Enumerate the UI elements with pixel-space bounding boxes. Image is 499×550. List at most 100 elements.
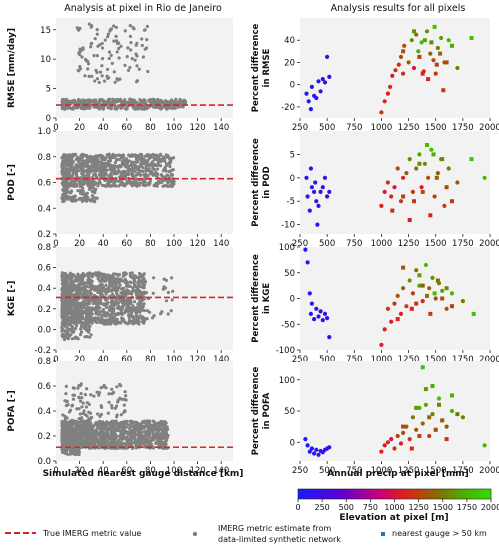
- far-gauge-point: [407, 218, 412, 222]
- x-tick-label: 120: [189, 239, 205, 249]
- estimate-point: [161, 432, 166, 436]
- estimate-point: [102, 322, 106, 326]
- estimate-point: [62, 188, 66, 192]
- estimate-point: [115, 385, 119, 389]
- estimate-point: [72, 195, 76, 199]
- estimate-point: [139, 442, 143, 446]
- estimate-point: [100, 64, 104, 68]
- estimate-point: [161, 287, 165, 291]
- estimate-point: [141, 305, 145, 309]
- pixel-point: [322, 80, 328, 85]
- estimate-point: [135, 54, 139, 58]
- estimate-point: [103, 431, 107, 435]
- y-axis-label-line1: Percent difference: [251, 254, 261, 343]
- estimate-point: [137, 154, 141, 158]
- estimate-point: [74, 152, 78, 157]
- estimate-point: [124, 430, 128, 434]
- estimate-point: [110, 284, 114, 288]
- estimate-point: [168, 169, 172, 173]
- pixel-point: [314, 199, 319, 204]
- pixel-point: [414, 427, 419, 432]
- pixel-point: [420, 299, 425, 304]
- x-tick-label: 40: [98, 123, 109, 133]
- pixel-point: [482, 175, 487, 180]
- estimate-point: [109, 288, 113, 292]
- estimate-point: [83, 106, 87, 110]
- estimate-point: [88, 100, 92, 104]
- estimate-point: [107, 76, 111, 80]
- estimate-point: [68, 422, 73, 426]
- estimate-point: [75, 279, 79, 283]
- estimate-point: [129, 167, 133, 172]
- estimate-point: [136, 437, 140, 441]
- estimate-point: [123, 29, 127, 33]
- estimate-point: [152, 432, 156, 436]
- estimate-point: [104, 171, 108, 175]
- estimate-point: [116, 288, 120, 292]
- pixel-point: [401, 430, 406, 435]
- pixel-point: [305, 260, 310, 265]
- estimate-point: [80, 280, 84, 284]
- estimate-point: [68, 184, 72, 188]
- estimate-point: [169, 173, 173, 177]
- estimate-point: [81, 189, 85, 193]
- estimate-point: [110, 434, 114, 438]
- estimate-point: [138, 181, 142, 185]
- pixel-point: [410, 291, 415, 296]
- estimate-point: [115, 50, 119, 54]
- x-tick-label: 0: [53, 239, 58, 249]
- estimate-point: [70, 294, 74, 299]
- pixel-point: [395, 293, 400, 298]
- right-x-axis-label: Annual precip at pixel [mm]: [327, 469, 469, 479]
- estimate-point: [161, 105, 165, 109]
- pixel-point: [414, 166, 419, 171]
- estimate-point: [123, 294, 127, 298]
- estimate-point: [73, 199, 77, 203]
- colorbar-tick-label: 750: [363, 503, 378, 512]
- estimate-point: [64, 287, 68, 291]
- estimate-point: [112, 24, 116, 28]
- estimate-point: [129, 299, 133, 303]
- estimate-point: [165, 425, 169, 429]
- y-tick-label: 0.4: [37, 407, 51, 417]
- estimate-point: [92, 54, 96, 58]
- estimate-point: [152, 158, 157, 162]
- estimate-point: [97, 80, 101, 85]
- far-gauge-point: [469, 36, 474, 40]
- estimate-point: [100, 421, 104, 426]
- estimate-point: [133, 274, 137, 278]
- estimate-point: [107, 50, 112, 54]
- pixel-point: [398, 311, 404, 316]
- y-tick-label: 0.4: [37, 204, 51, 214]
- estimate-point: [99, 318, 103, 323]
- estimate-point: [111, 184, 115, 188]
- pixel-point: [304, 91, 309, 96]
- estimate-point: [110, 275, 114, 279]
- estimate-point: [89, 428, 93, 432]
- y-tick-label: 0: [290, 438, 295, 448]
- pixel-point: [401, 71, 406, 76]
- far-gauge-point: [420, 189, 425, 194]
- estimate-point: [86, 197, 90, 201]
- estimate-point: [170, 276, 174, 280]
- estimate-point: [95, 28, 99, 32]
- estimate-point: [72, 329, 76, 333]
- estimate-point: [123, 99, 127, 103]
- estimate-point: [118, 297, 122, 301]
- estimate-point: [164, 169, 168, 173]
- estimate-point: [104, 292, 108, 296]
- estimate-point: [79, 315, 83, 319]
- estimate-point: [61, 183, 65, 187]
- estimate-point: [140, 153, 144, 157]
- estimate-point: [106, 179, 111, 183]
- x-tick-label: 80: [145, 123, 156, 133]
- legend-estimate-label-1: IMERG metric estimate from: [218, 524, 331, 533]
- estimate-point: [90, 24, 94, 28]
- estimate-point: [68, 287, 72, 291]
- estimate-point: [115, 41, 119, 46]
- estimate-point: [61, 294, 65, 298]
- estimate-point: [119, 440, 123, 444]
- estimate-point: [99, 412, 103, 416]
- estimate-point: [119, 106, 123, 110]
- estimate-point: [126, 284, 130, 288]
